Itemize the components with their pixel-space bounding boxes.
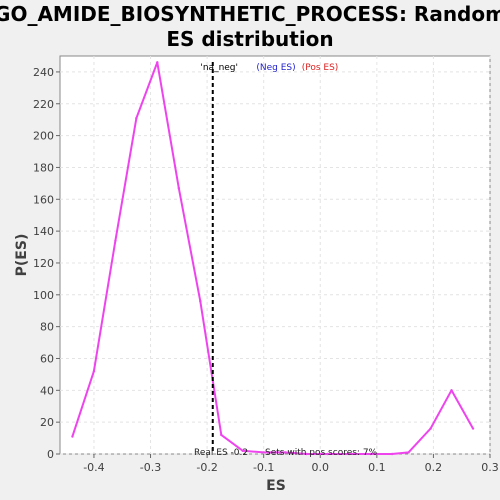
data-point	[283, 451, 287, 454]
x-tick-label: -0.2	[196, 461, 217, 474]
data-point	[199, 299, 202, 303]
data-point	[450, 389, 453, 392]
y-tick-label: 140	[33, 225, 54, 238]
y-tick-label: 60	[40, 352, 54, 365]
legend-neg-es: (Neg ES)	[256, 63, 295, 73]
x-tick-label: 0.3	[481, 461, 499, 474]
legend-pos-es: (Pos ES)	[302, 63, 339, 73]
x-tick-label: -0.3	[140, 461, 161, 474]
x-tick-label: 0.2	[425, 461, 443, 474]
data-point	[471, 427, 475, 430]
data-point	[407, 451, 410, 454]
y-tick-label: 20	[40, 416, 54, 429]
y-tick-label: 120	[33, 257, 54, 270]
y-tick-label: 240	[33, 66, 54, 79]
x-tick-label: -0.1	[253, 461, 274, 474]
y-tick-label: 40	[40, 384, 54, 397]
data-point	[71, 435, 74, 438]
y-axis-label: P(ES)	[14, 234, 30, 277]
series-line	[71, 61, 474, 455]
y-axis-ticks: 0 20 40 60 80 100 120 140 160 180 200 220 240	[33, 66, 60, 461]
data-point	[241, 449, 244, 453]
data-point	[390, 452, 394, 456]
real-es-annotation: Real ES -0.2	[194, 448, 248, 458]
pos-scores-annotation: Sets with pos scores: 7%	[265, 448, 378, 458]
x-axis-ticks: -0.4 -0.3 -0.2 -0.1 0.0 0.1 0.2 0.3	[83, 454, 499, 474]
data-point	[114, 239, 117, 242]
y-tick-label: 100	[33, 289, 54, 302]
x-tick-label: 0.0	[312, 461, 330, 474]
data-point	[305, 452, 308, 456]
y-tick-label: 180	[33, 161, 54, 174]
data-point	[369, 452, 372, 456]
data-point	[177, 186, 181, 190]
x-tick-label: -0.4	[83, 461, 104, 474]
series-layer	[71, 61, 475, 456]
x-axis-label: ES	[266, 478, 286, 494]
data-point	[347, 452, 351, 456]
plot-area	[59, 55, 491, 455]
y-tick-label: 200	[33, 130, 54, 143]
grid	[60, 56, 491, 455]
data-point	[156, 61, 159, 64]
data-point	[429, 427, 432, 430]
chart-title-line-2: ES distribution	[166, 27, 333, 51]
y-tick-label: 160	[33, 193, 54, 206]
chart-title-line-1: GO_AMIDE_BIOSYNTHETIC_PROCESS: Random	[0, 2, 500, 26]
y-tick-label: 80	[40, 321, 54, 334]
x-tick-label: 0.1	[368, 461, 386, 474]
data-point	[135, 116, 138, 120]
y-tick-label: 220	[33, 98, 54, 111]
data-point	[92, 370, 96, 373]
y-tick-label: 0	[47, 448, 54, 461]
data-point	[262, 451, 265, 454]
legend-na-neg: 'na_neg'	[200, 63, 238, 73]
data-point	[326, 452, 329, 456]
data-point	[220, 433, 223, 437]
